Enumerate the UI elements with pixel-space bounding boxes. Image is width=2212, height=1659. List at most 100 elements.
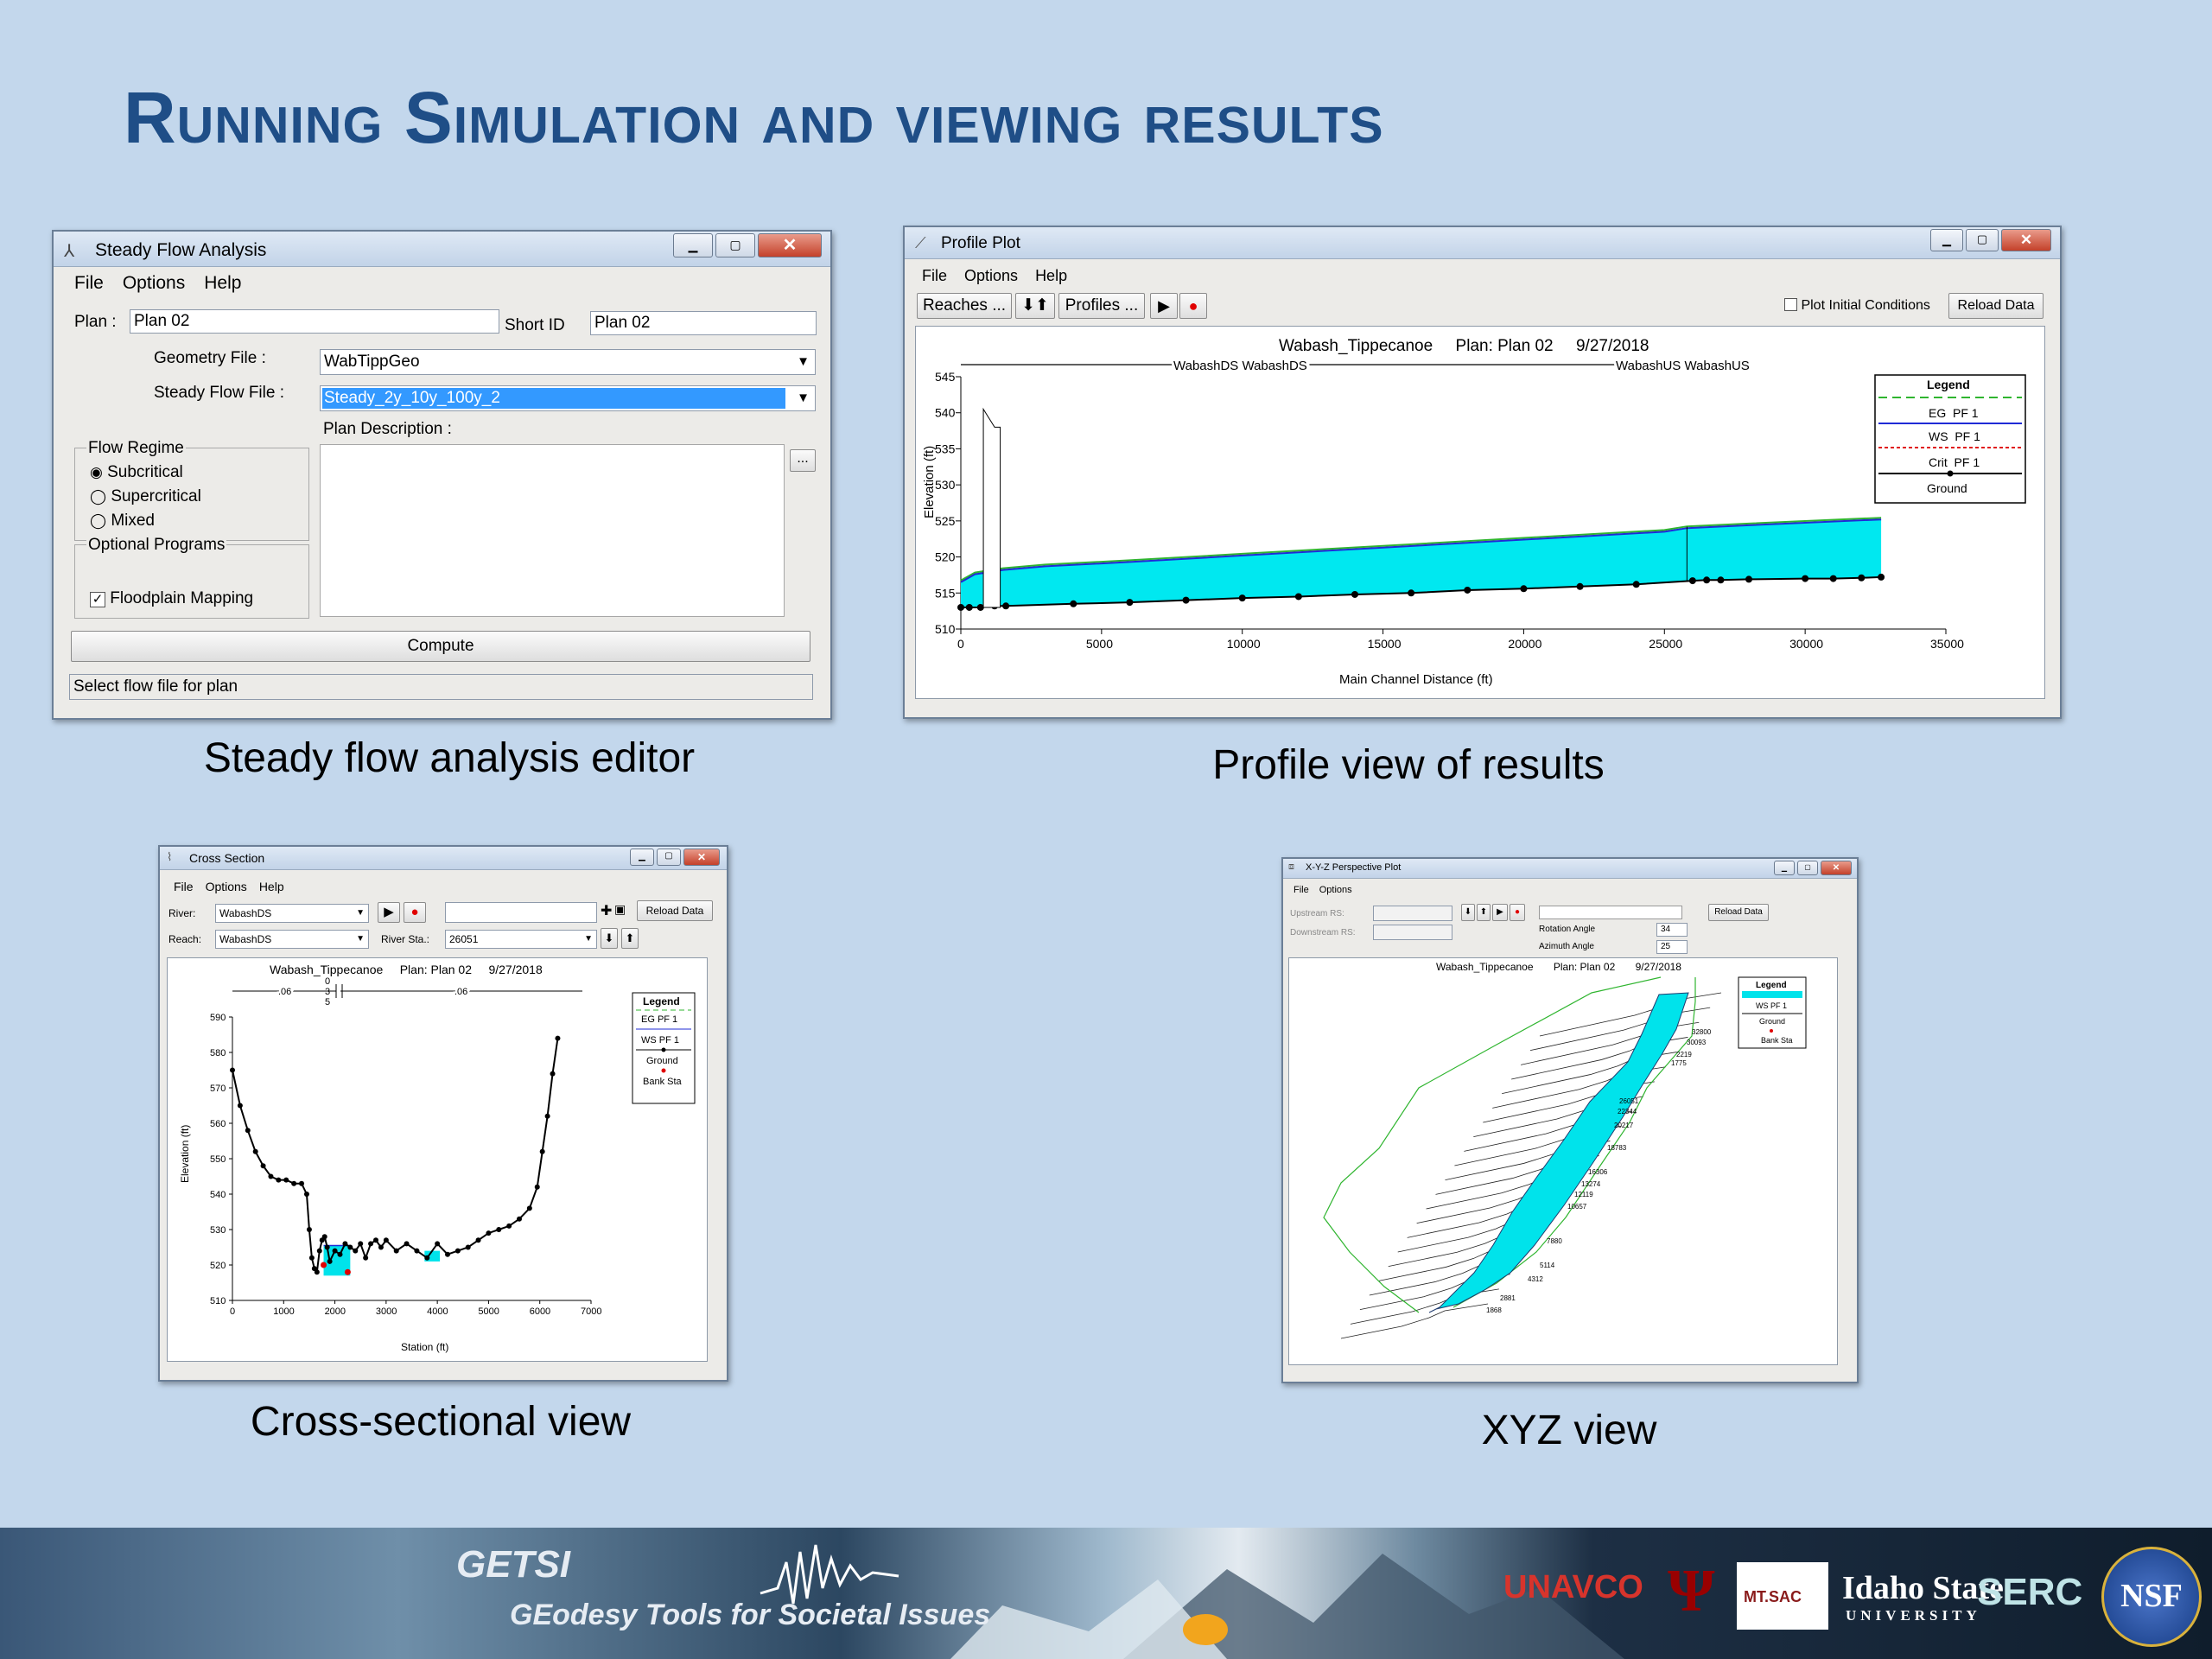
minimize-button[interactable]: ▁: [1774, 861, 1795, 875]
play-button[interactable]: ▶: [378, 902, 400, 923]
maximize-button[interactable]: ▢: [1966, 229, 1999, 251]
short-id-input[interactable]: Plan 02: [590, 311, 817, 335]
menu-options[interactable]: Options: [1319, 885, 1352, 895]
station-label: 20217: [1614, 1122, 1634, 1129]
legend-eg-label: EG PF 1: [641, 1014, 677, 1025]
ground-point: [1351, 590, 1358, 598]
close-button[interactable]: ✕: [1821, 861, 1852, 875]
maximize-button[interactable]: ▢: [1797, 861, 1818, 875]
minimize-button[interactable]: ▁: [1930, 229, 1963, 251]
terrain-section: [1340, 1303, 1489, 1339]
rotation-angle-input[interactable]: 34: [1656, 923, 1688, 937]
ground-point: [337, 1251, 343, 1257]
y-tick-label: 560: [210, 1119, 226, 1129]
ground-point: [1070, 600, 1077, 607]
menu-file[interactable]: File: [174, 880, 194, 893]
record-button[interactable]: ●: [404, 902, 426, 923]
down-button[interactable]: ⬇: [1461, 904, 1475, 921]
azimuth-angle-input[interactable]: 25: [1656, 940, 1688, 954]
river-select[interactable]: WabashDS ▼: [215, 904, 369, 923]
radio-subcritical[interactable]: ◉ Subcritical: [90, 463, 183, 482]
record-button[interactable]: ●: [1179, 293, 1207, 319]
upstream-rs-select[interactable]: [1373, 906, 1452, 921]
minimize-button[interactable]: ▁: [673, 233, 713, 257]
radio-mixed[interactable]: ◯ Mixed: [90, 512, 155, 531]
position-slider[interactable]: [1539, 906, 1682, 919]
radio-supercritical[interactable]: ◯ Supercritical: [90, 487, 201, 506]
plan-description-textarea[interactable]: [320, 444, 785, 617]
close-button[interactable]: ✕: [2001, 229, 2051, 251]
reaches-button[interactable]: Reaches ...: [917, 293, 1012, 319]
ground-point: [534, 1184, 540, 1190]
maximize-button[interactable]: ▢: [715, 233, 755, 257]
ground-point: [252, 1148, 258, 1154]
downstream-rs-select[interactable]: [1373, 925, 1452, 940]
menu-bar: File Options Help: [174, 880, 727, 893]
menu-file[interactable]: File: [74, 273, 104, 293]
up-button[interactable]: ⬆: [1477, 904, 1491, 921]
description-field[interactable]: [445, 902, 597, 923]
add-plot-icon[interactable]: ✚: [601, 904, 613, 918]
previous-station-button[interactable]: ⬇: [601, 928, 618, 949]
reload-data-button[interactable]: Reload Data: [637, 900, 713, 921]
menu-file[interactable]: File: [922, 267, 948, 284]
reach-label: Reach:: [168, 933, 202, 945]
ground-point: [342, 1241, 348, 1247]
y-tick-label: 570: [210, 1084, 226, 1094]
maximize-button[interactable]: ▢: [657, 849, 681, 866]
close-button[interactable]: ✕: [683, 849, 720, 866]
window-title: X-Y-Z Perspective Plot: [1306, 862, 1402, 873]
upstream-rs-label: Upstream RS:: [1290, 909, 1344, 918]
cross-section-plot-area: Wabash_Tippecanoe Plan: Plan 02 9/27/201…: [167, 957, 708, 1362]
record-button[interactable]: ●: [1510, 904, 1525, 921]
cross-section-chart: Wabash_Tippecanoe Plan: Plan 02 9/27/201…: [179, 963, 696, 1353]
plot-initial-conditions-checkbox[interactable]: Plot Initial Conditions: [1784, 298, 1930, 314]
y-tick-label: 535: [935, 442, 956, 455]
menu-file[interactable]: File: [1294, 885, 1309, 895]
terrain-boundary: [1323, 976, 1662, 1313]
ground-point: [1182, 596, 1190, 604]
y-tick-label: 520: [210, 1261, 226, 1271]
chevron-down-icon: ▼: [797, 391, 810, 405]
geometry-file-label: Geometry File :: [154, 349, 266, 367]
next-station-button[interactable]: ⬆: [621, 928, 639, 949]
legend-box: Legend EG PF 1 WS PF 1 Crit PF 1 Ground: [1874, 374, 2026, 504]
minimize-button[interactable]: ▁: [630, 849, 654, 866]
menu-options[interactable]: Options: [122, 273, 186, 293]
ground-point: [496, 1227, 502, 1232]
cross-plot-marks: 510 520 530 540 550 560 570 580 590 0 1000 2000 3000…: [210, 1013, 601, 1317]
reload-data-button[interactable]: Reload Data: [1948, 293, 2044, 319]
compute-button[interactable]: Compute: [71, 631, 810, 662]
plan-description-edit-button[interactable]: ...: [790, 449, 816, 472]
geometry-file-select[interactable]: WabTippGeo ▼: [320, 349, 816, 375]
menu-help[interactable]: Help: [1035, 267, 1068, 284]
arrow-up-down-button[interactable]: ⬇⬆: [1015, 293, 1055, 319]
play-icon: ▶: [1158, 297, 1170, 315]
station-label: 2881: [1500, 1294, 1516, 1302]
camera-icon[interactable]: ▣: [614, 902, 626, 916]
ground-point: [363, 1255, 369, 1261]
legend-ground-label: Ground: [1927, 481, 1967, 495]
steady-flow-file-select[interactable]: Steady_2y_10y_100y_2 ▼: [320, 385, 816, 411]
play-animation-button[interactable]: ▶: [1150, 293, 1178, 319]
menu-options[interactable]: Options: [205, 880, 247, 893]
seismograph-wave: [760, 1544, 899, 1605]
station-label: 18783: [1607, 1144, 1627, 1152]
x-tick-label: 30000: [1789, 637, 1823, 651]
ground-point: [1688, 577, 1696, 585]
reach-select[interactable]: WabashDS ▼: [215, 930, 369, 949]
play-button[interactable]: ▶: [1492, 904, 1508, 921]
reload-data-button[interactable]: Reload Data: [1708, 904, 1769, 921]
close-button[interactable]: ✕: [758, 233, 822, 257]
ground-point: [555, 1035, 561, 1041]
menu-help[interactable]: Help: [204, 273, 242, 293]
floodplain-mapping-checkbox[interactable]: ✓ Floodplain Mapping: [90, 589, 253, 608]
y-tick-label: 525: [935, 514, 956, 528]
menu-help[interactable]: Help: [258, 880, 284, 893]
profiles-button[interactable]: Profiles ...: [1058, 293, 1145, 319]
flow-regime-label: Flow Regime: [86, 439, 186, 458]
ground-point: [1520, 585, 1528, 593]
plan-input[interactable]: Plan 02: [130, 309, 499, 334]
menu-options[interactable]: Options: [964, 267, 1019, 284]
river-sta-select[interactable]: 26051 ▼: [445, 930, 597, 949]
